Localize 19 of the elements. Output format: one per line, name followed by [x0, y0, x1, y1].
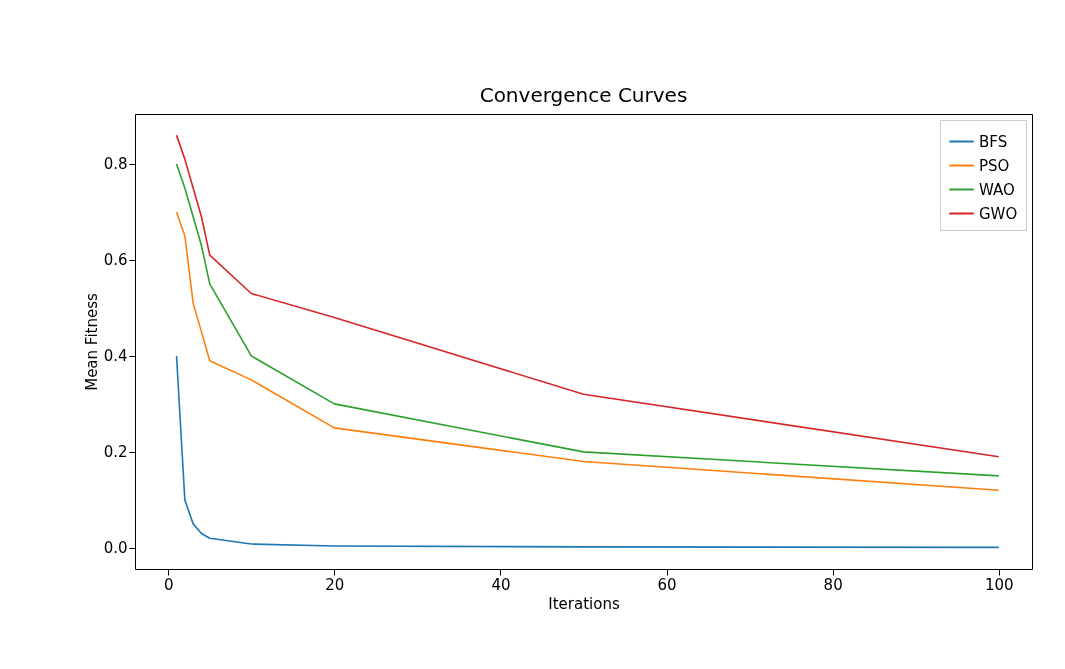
y-axis-title: Mean Fitness [82, 293, 101, 391]
line-series [175, 355, 1000, 549]
chart-title: Convergence Curves [479, 83, 688, 107]
y-tick-label: 0.4 [103, 347, 128, 366]
x-axis-title: Iterations [548, 594, 620, 613]
y-tick-label: 0.6 [103, 251, 128, 270]
x-tick-label: 60 [657, 575, 677, 594]
legend-label: BFS [979, 132, 1008, 151]
legend-label: GWO [979, 204, 1018, 223]
x-tick-label: 0 [163, 575, 174, 594]
y-tick-label: 0.8 [103, 155, 128, 174]
legend-label: PSO [979, 156, 1010, 175]
y-tick-label: 0.0 [103, 539, 128, 558]
y-tick-label: 0.2 [103, 443, 128, 462]
x-tick-label: 20 [325, 575, 345, 594]
x-tick-label: 100 [984, 575, 1014, 594]
x-tick-label: 40 [491, 575, 511, 594]
legend-label: WAO [979, 180, 1015, 199]
x-tick-label: 80 [823, 575, 843, 594]
